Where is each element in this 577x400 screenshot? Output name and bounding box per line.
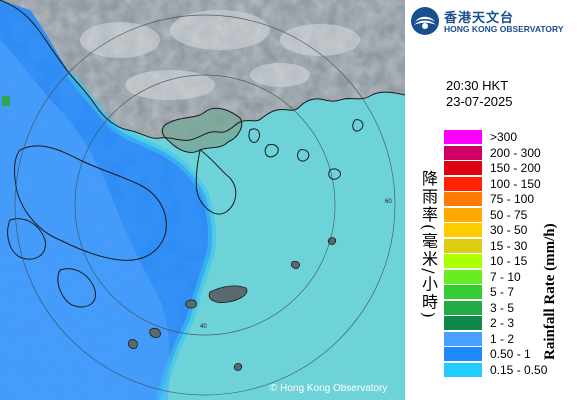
hko-logo-icon (411, 7, 439, 35)
legend-swatch (444, 130, 482, 144)
southern-islands (128, 237, 337, 371)
green-echo (2, 96, 10, 106)
hong-kong-land (162, 108, 242, 153)
legend-label: 150 - 200 (490, 161, 541, 175)
legend-label: 0.50 - 1 (490, 347, 531, 361)
legend-swatch (444, 285, 482, 299)
legend-row: 0.15 - 0.50 (444, 362, 564, 379)
legend-label: 100 - 150 (490, 176, 541, 191)
legend-label: >300 (490, 130, 518, 144)
legend-swatch (444, 207, 482, 222)
legend-label: 2 - 3 (490, 316, 515, 330)
org-name-en: HONG KONG OBSERVATORY (444, 24, 564, 34)
ring-label-60: 60 (385, 199, 392, 205)
legend-swatch (444, 238, 482, 253)
legend-row: >300 (444, 130, 564, 146)
legend-row: 10 - 15 (444, 254, 564, 270)
legend-swatch (444, 316, 482, 330)
legend-row: 15 - 30 (444, 238, 564, 255)
legend-label: 7 - 10 (490, 269, 521, 284)
rainfall-legend: >300 200 - 300 150 - 200 100 - 150 75 - 100 5… (444, 130, 564, 378)
legend-row: 2 - 3 (444, 316, 564, 332)
legend-label: 3 - 5 (490, 300, 515, 315)
legend-row: 30 - 50 (444, 223, 564, 239)
ring-label-40: 40 (200, 324, 207, 330)
legend-swatch (444, 300, 482, 315)
legend-row: 75 - 100 (444, 192, 564, 208)
info-panel (405, 0, 577, 400)
legend-row: 150 - 200 (444, 161, 564, 177)
legend-swatch (444, 254, 482, 268)
legend-label: 15 - 30 (490, 238, 528, 253)
legend-swatch (444, 192, 482, 206)
legend-row: 5 - 7 (444, 285, 564, 301)
legend-label: 0.15 - 0.50 (490, 362, 548, 377)
legend-row: 3 - 5 (444, 300, 564, 317)
legend-swatch (444, 331, 482, 346)
legend-label: 10 - 15 (490, 254, 528, 268)
radar-date: 23-07-2025 (446, 94, 513, 109)
legend-label: 5 - 7 (490, 285, 515, 299)
legend-row: 1 - 2 (444, 331, 564, 348)
legend-row: 200 - 300 (444, 145, 564, 162)
legend-swatch (444, 347, 482, 361)
org-name-zh: 香港天文台 (444, 11, 515, 26)
legend-row: 0.50 - 1 (444, 347, 564, 363)
range-rings (14, 14, 396, 396)
legend-label: 1 - 2 (490, 331, 515, 346)
legend-label: 75 - 100 (490, 192, 535, 206)
cloud-patches (80, 10, 360, 100)
legend-label: 50 - 75 (490, 207, 528, 222)
copyright-text: © Hong Kong Observatory (270, 383, 388, 394)
legend-swatch (444, 223, 482, 237)
legend-title-zh: 降雨率(毫米/小時) (419, 170, 438, 320)
legend-swatch (444, 269, 482, 284)
legend-label: 200 - 300 (490, 145, 541, 160)
legend-swatch (444, 145, 482, 160)
legend-label: 30 - 50 (490, 223, 528, 237)
legend-row: 7 - 10 (444, 269, 564, 286)
radar-map: 60 40 (0, 0, 405, 400)
legend-swatch (444, 362, 482, 377)
legend-row: 50 - 75 (444, 207, 564, 224)
legend-swatch (444, 161, 482, 175)
ring-labels: 60 40 (200, 199, 392, 330)
legend-swatch (444, 176, 482, 191)
coastlines (0, 0, 405, 308)
legend-row: 100 - 150 (444, 176, 564, 193)
radar-time: 20:30 HKT (446, 78, 509, 93)
